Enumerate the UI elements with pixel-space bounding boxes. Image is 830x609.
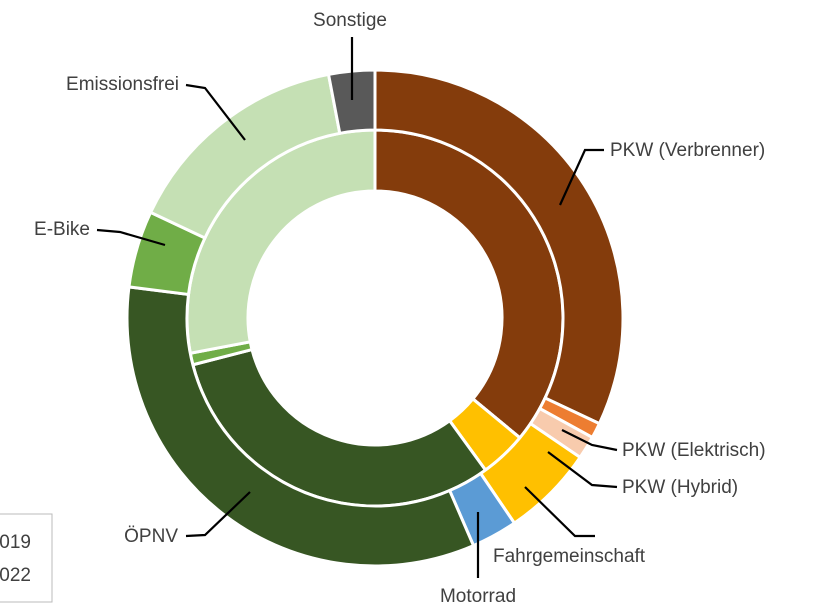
legend: 2019 2022: [0, 513, 53, 603]
donut-segment: [326, 68, 377, 136]
category-label: E-Bike: [34, 219, 90, 240]
category-label: PKW (Elektrisch): [622, 440, 766, 461]
legend-label: 2019: [0, 532, 31, 553]
leader-line: [524, 486, 595, 538]
leader-lines: [96, 37, 618, 578]
category-label: PKW (Verbrenner): [610, 140, 765, 161]
legend-box: [0, 513, 53, 603]
leader-line: [185, 491, 251, 538]
category-label: Sonstige: [313, 10, 387, 31]
leader-line: [185, 83, 246, 141]
leader-line: [547, 451, 618, 489]
category-label: ÖPNV: [124, 526, 178, 547]
rings: [125, 68, 625, 568]
category-label: Motorrad: [440, 586, 516, 607]
leader-line: [558, 148, 604, 206]
category-label: Emissionsfrei: [66, 74, 179, 95]
category-label: Fahrgemeinschaft: [493, 546, 646, 567]
leader-line: [561, 429, 618, 452]
category-label: PKW (Hybrid): [622, 477, 738, 498]
legend-label: 2022: [0, 565, 31, 586]
leader-line: [96, 228, 166, 247]
donut-segment: [125, 285, 476, 568]
